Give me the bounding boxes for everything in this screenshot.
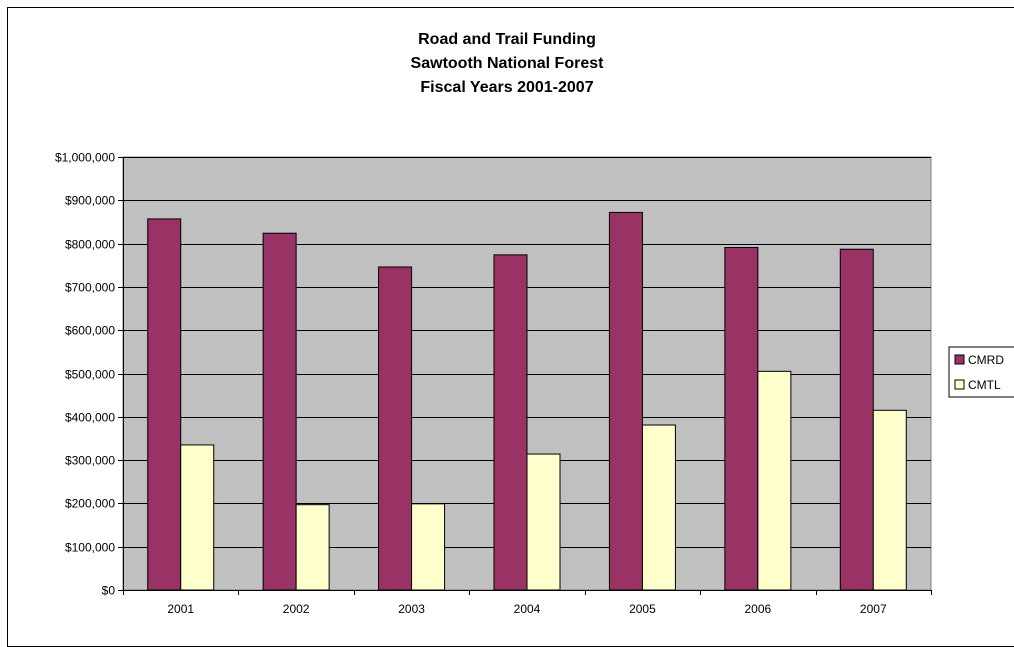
y-tick-label: $0 [102,584,116,598]
bar-cmrd-2004 [493,254,528,591]
bar-cmrd-2005 [608,211,643,591]
bar-cmtl-2006 [757,370,792,591]
y-tick-label: $1,000,000 [55,151,115,165]
bar-cmtl-2003 [411,503,446,591]
chart-title: Road and Trail Funding Sawtooth National… [0,28,1014,100]
x-tick-label: 2005 [629,602,656,616]
bar-cmrd-2001 [147,218,182,591]
y-tick-label: $800,000 [65,238,115,252]
bar-cmtl-2005 [641,424,676,591]
chart-title-line-1: Road and Trail Funding [418,31,596,48]
x-tick-label: 2003 [398,602,425,616]
legend-label-cmtl: CMTL [968,378,1001,392]
x-tick-label: 2006 [745,602,772,616]
legend-swatch-cmtl [954,379,965,390]
legend-swatch-cmrd [954,354,965,365]
x-tick-label: 2002 [283,602,310,616]
y-tick-label: $600,000 [65,324,115,338]
bar-cmtl-2004 [526,453,561,591]
bar-cmtl-2007 [872,409,907,591]
x-tick-label: 2001 [167,602,194,616]
bar-cmrd-2007 [839,248,874,591]
y-tick-label: $200,000 [65,497,115,511]
x-tick-label: 2004 [514,602,541,616]
bar-cmtl-2001 [180,444,215,591]
y-tick-label: $500,000 [65,368,115,382]
y-tick-label: $700,000 [65,281,115,295]
y-tick-label: $400,000 [65,411,115,425]
bar-cmrd-2002 [262,232,297,591]
x-tick-label: 2007 [860,602,887,616]
bar-cmrd-2006 [724,246,759,591]
bar-cmrd-2003 [378,266,413,591]
y-tick-label: $900,000 [65,194,115,208]
chart-title-line-3: Fiscal Years 2001-2007 [420,79,594,96]
bar-cmtl-2002 [295,504,330,591]
chart-title-line-2: Sawtooth National Forest [410,55,604,72]
y-tick-label: $300,000 [65,454,115,468]
y-tick-label: $100,000 [65,541,115,555]
legend-label-cmrd: CMRD [968,353,1004,367]
